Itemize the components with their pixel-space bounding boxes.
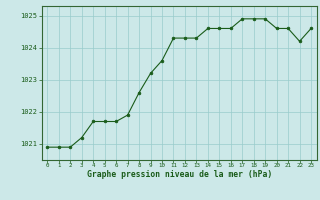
X-axis label: Graphe pression niveau de la mer (hPa): Graphe pression niveau de la mer (hPa) — [87, 170, 272, 179]
